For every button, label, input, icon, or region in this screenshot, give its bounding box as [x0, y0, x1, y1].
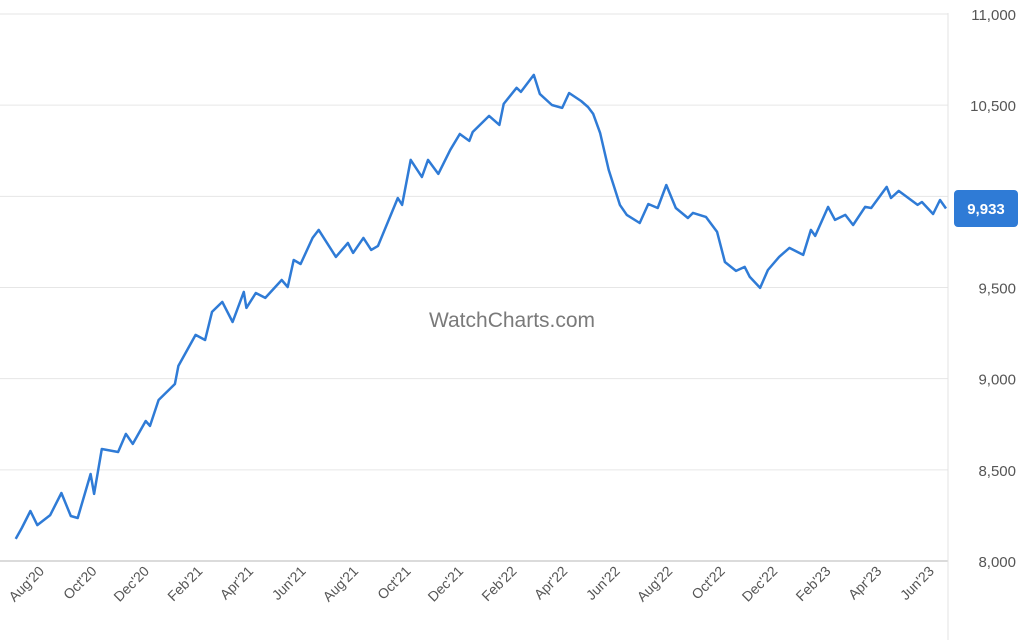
x-tick-label: Apr'22 [531, 563, 571, 603]
x-tick-label: Apr'21 [217, 563, 257, 603]
last-value-badge: 9,933 [954, 190, 1018, 227]
x-tick-label: Jun'22 [583, 563, 623, 603]
x-tick-label: Feb'22 [478, 563, 519, 604]
x-tick-label: Dec'20 [110, 563, 152, 605]
y-tick-label: 9,500 [978, 281, 1016, 298]
y-tick-label: 10,500 [970, 98, 1016, 115]
y-tick-label: 8,000 [978, 554, 1016, 571]
x-tick-label: Oct'20 [60, 563, 100, 603]
y-tick-label: 8,500 [978, 463, 1016, 480]
x-tick-label: Oct'22 [688, 563, 728, 603]
badge-background [954, 190, 1018, 227]
x-tick-label: Aug'22 [634, 563, 676, 605]
x-tick-label: Jun'23 [897, 563, 937, 603]
gridlines [0, 13, 948, 562]
x-axis-ticks: Aug'20 Oct'20 Dec'20 Feb'21 Apr'21 Jun'21 Aug'… [5, 563, 937, 605]
x-tick-label: Apr'23 [845, 563, 885, 603]
x-tick-label: Jun'21 [269, 563, 309, 603]
y-tick-label: 11,000 [971, 7, 1016, 24]
watermark: WatchCharts.com [429, 309, 595, 332]
x-tick-label: Aug'21 [319, 563, 361, 605]
x-tick-label: Dec'22 [739, 563, 781, 605]
y-tick-label: 9,000 [978, 372, 1016, 389]
x-tick-label: Dec'21 [424, 563, 466, 605]
x-tick-label: Oct'21 [374, 563, 414, 603]
x-tick-label: Aug'20 [5, 563, 47, 605]
x-tick-label: Feb'23 [792, 563, 833, 604]
last-value-label: 9,933 [967, 201, 1005, 218]
x-tick-label: Feb'21 [164, 563, 205, 604]
series-line [14, 73, 948, 540]
